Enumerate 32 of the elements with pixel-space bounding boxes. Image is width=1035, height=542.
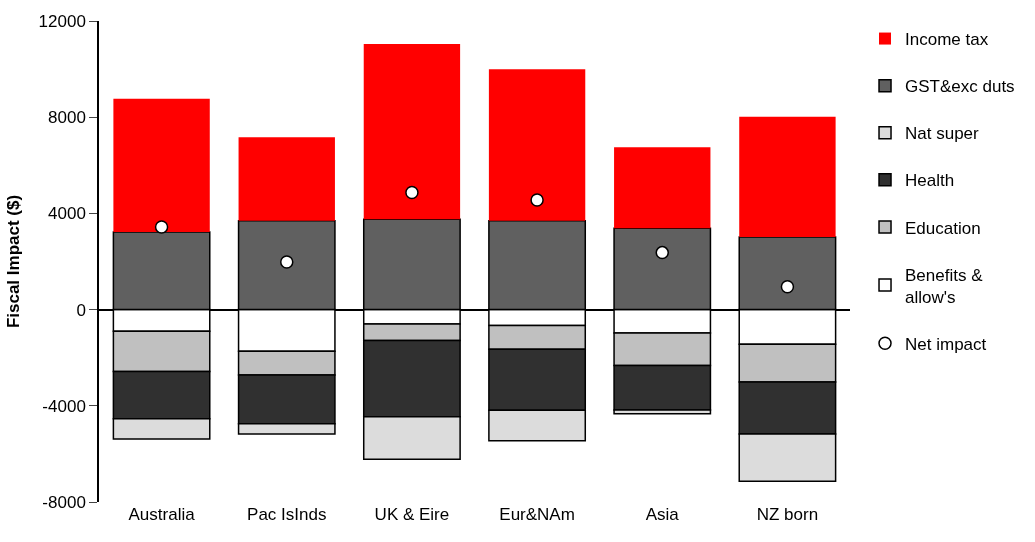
legend-label: Education — [905, 218, 981, 238]
x-tick-label: Australia — [128, 505, 196, 524]
point — [780, 280, 795, 294]
y-tick-label: 0 — [76, 300, 86, 320]
legend-label: Benefits & allow's — [905, 265, 984, 307]
point — [530, 193, 544, 207]
bar — [113, 98, 210, 233]
bar — [739, 116, 836, 238]
y-tick-label: -4000 — [42, 396, 86, 416]
x-tick-label: NZ born — [756, 505, 819, 524]
y-tick-label: 12000 — [38, 11, 86, 31]
x-tick-label: UK & Eire — [374, 505, 450, 524]
bar — [614, 147, 711, 229]
bar — [363, 44, 461, 220]
x-tick-label: Asia — [645, 505, 680, 524]
y-tick-label: 4000 — [48, 204, 86, 224]
y-axis-title: Fiscal Impact ($) — [3, 194, 23, 329]
legend-label: Net impact — [905, 334, 987, 354]
point — [655, 245, 669, 260]
legend-label: Health — [905, 171, 955, 191]
bar — [488, 69, 586, 221]
point — [405, 185, 419, 200]
x-tick-label: Pac IsInds — [247, 505, 327, 524]
bar — [238, 137, 335, 221]
y-tick-label: 8000 — [48, 108, 86, 128]
point — [280, 255, 294, 269]
legend-label: Nat super — [905, 124, 980, 144]
y-tick-label: -8000 — [42, 492, 86, 512]
legend-label: GST&exc duts — [905, 77, 1015, 97]
x-tick-label: Eur&NAm — [499, 505, 575, 524]
legend-label: Income tax — [905, 30, 989, 50]
point — [154, 220, 169, 234]
